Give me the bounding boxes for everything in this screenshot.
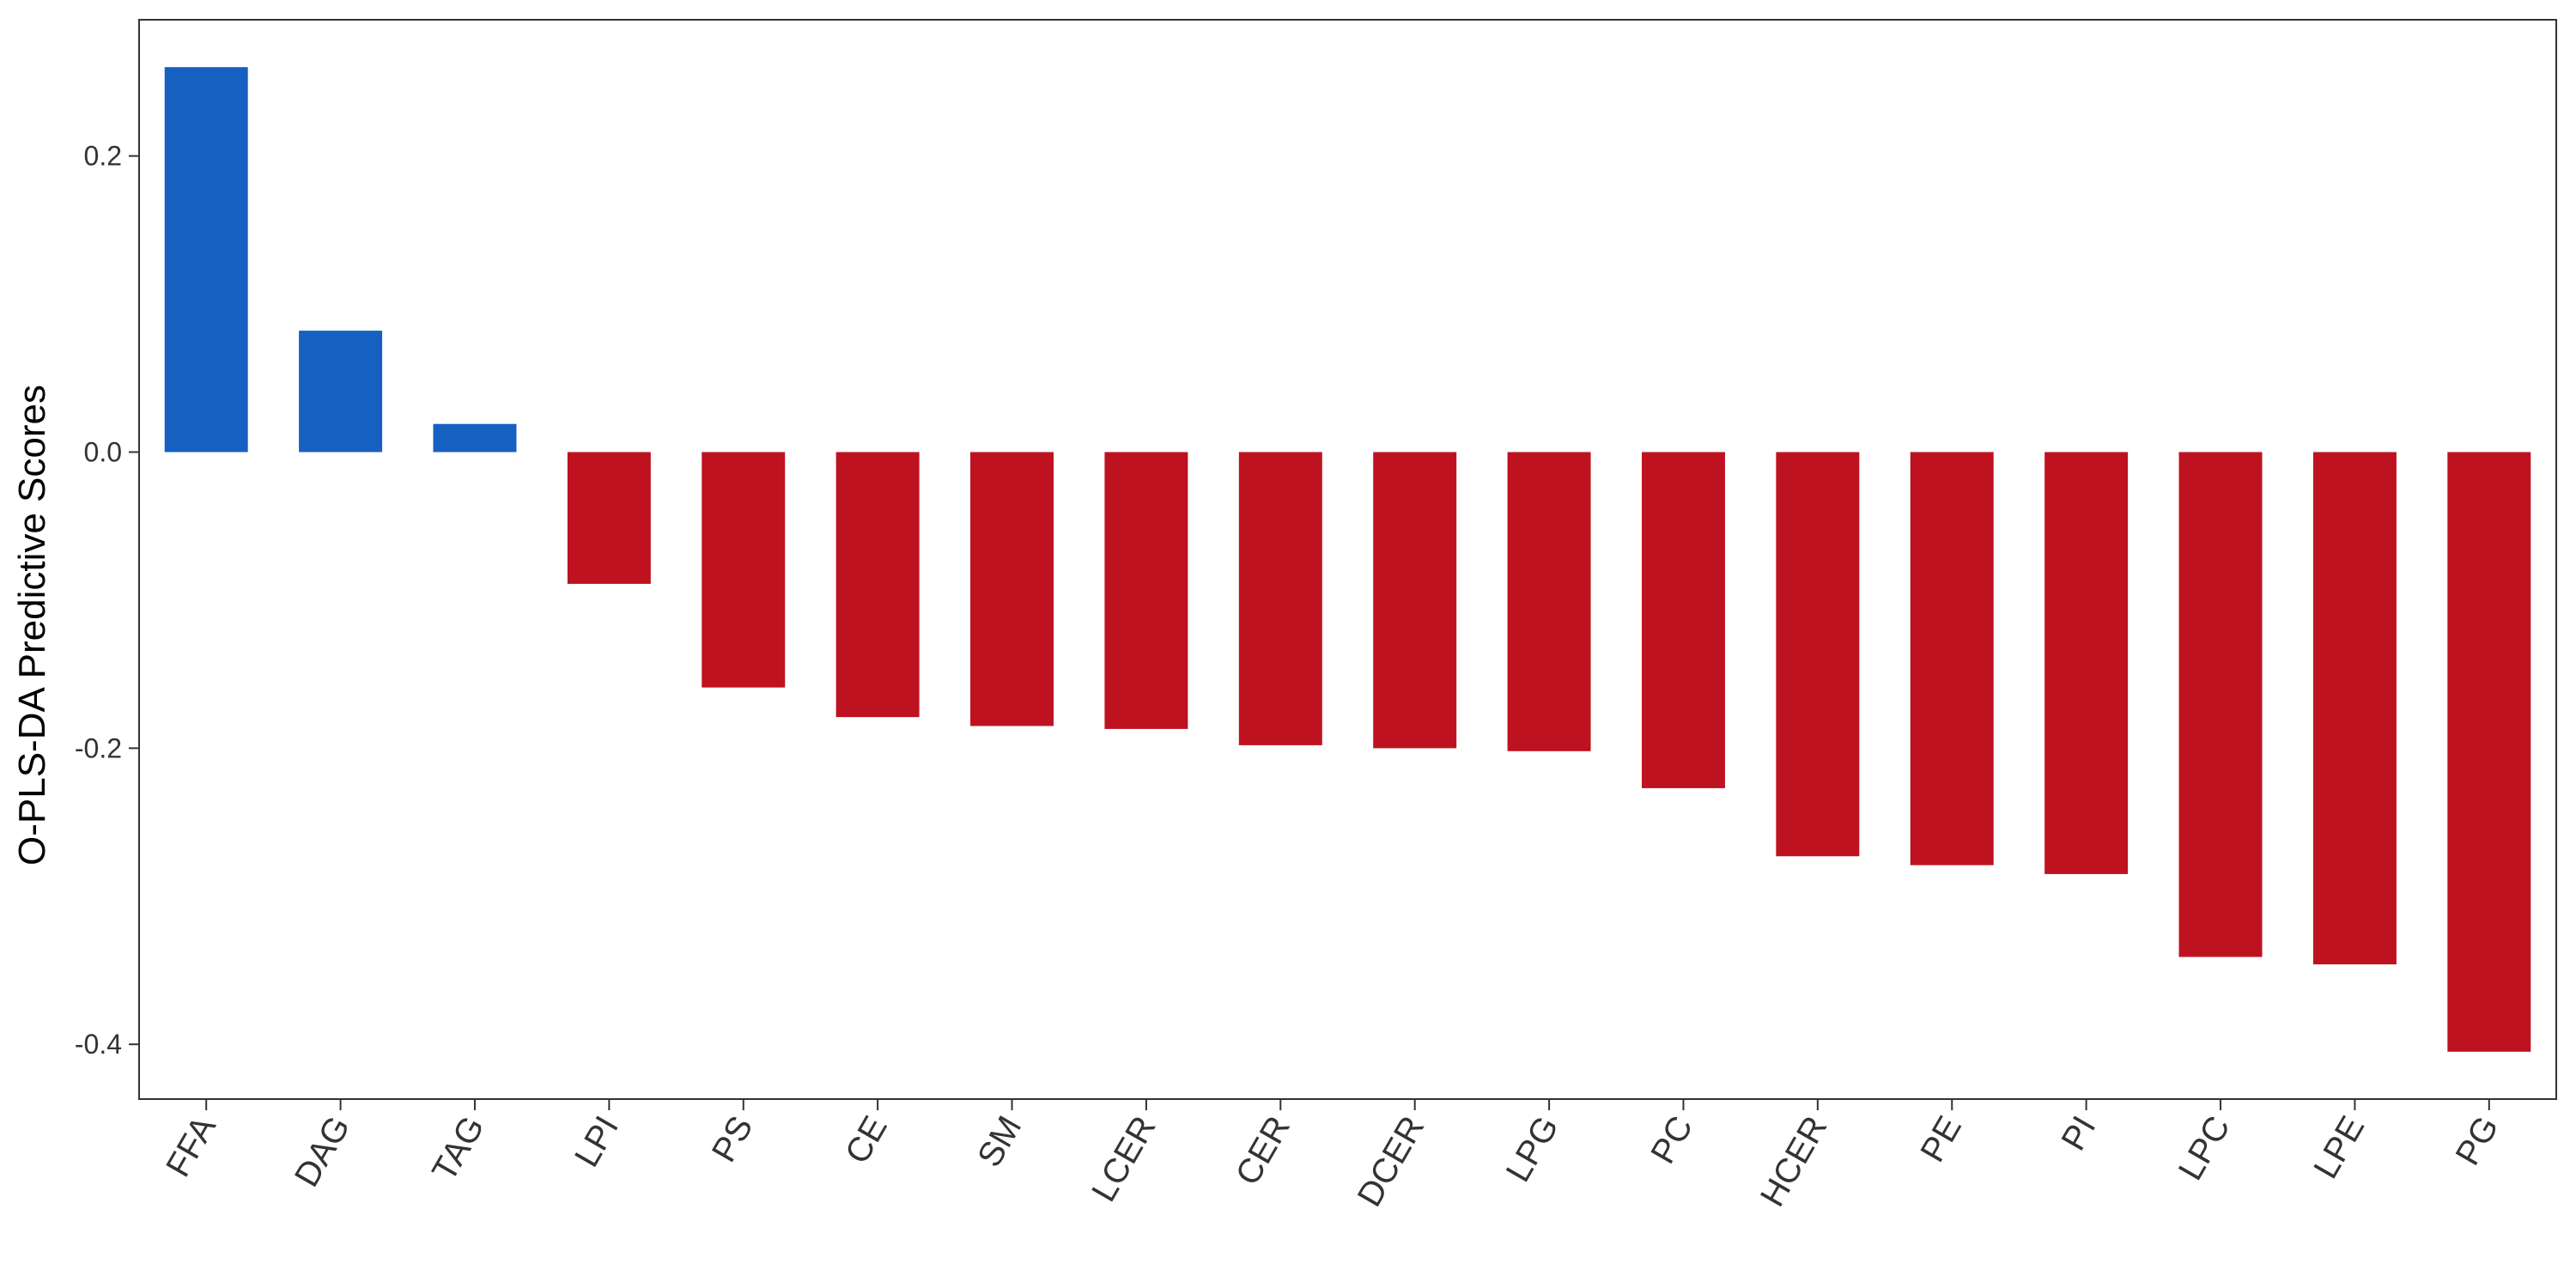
bar-pc	[1641, 452, 1725, 788]
x-tick-label: TAG	[425, 1110, 492, 1188]
bar-ce	[835, 452, 920, 718]
x-tick-label: LCER	[1084, 1110, 1163, 1208]
y-axis-title: O-PLS-DA Predictive Scores	[11, 385, 53, 866]
bar-lpe	[2312, 452, 2397, 965]
x-tick-label: PS	[705, 1110, 761, 1169]
bar-ffa	[164, 67, 248, 453]
x-tick-label: CE	[838, 1110, 895, 1170]
bar-pg	[2447, 452, 2531, 1052]
bar-sm	[970, 452, 1054, 726]
bar-lpc	[2178, 452, 2263, 957]
x-tick-label: PE	[1913, 1110, 1969, 1169]
x-tick-label: PI	[2054, 1110, 2103, 1157]
bar-hcer	[1776, 452, 1860, 857]
y-tick-label: 0.2	[84, 141, 122, 172]
x-tick-label: LPC	[2172, 1110, 2238, 1187]
bar-pi	[2044, 452, 2129, 874]
bar-dag	[299, 331, 383, 453]
plot-panel-border	[138, 19, 2557, 1100]
x-tick-label: DCER	[1351, 1110, 1432, 1213]
bar-pe	[1910, 452, 1994, 866]
x-tick-label: SM	[970, 1110, 1029, 1174]
x-tick-label: CER	[1229, 1110, 1297, 1192]
bar-tag	[433, 423, 517, 453]
y-tick-label: -0.2	[75, 732, 122, 763]
y-tick-label: 0.0	[84, 436, 122, 467]
y-tick-label: -0.4	[75, 1029, 122, 1060]
x-tick-label: LPI	[568, 1110, 626, 1174]
bar-lcer	[1104, 452, 1188, 729]
x-tick-label: LPG	[1499, 1110, 1566, 1188]
bar-lpg	[1507, 452, 1591, 751]
bar-cer	[1238, 452, 1322, 745]
bar-dcer	[1373, 452, 1457, 749]
x-tick-label: FFA	[159, 1109, 223, 1183]
x-tick-label: LPE	[2306, 1110, 2372, 1185]
x-tick-label: DAG	[288, 1110, 357, 1194]
x-tick-label: PC	[1643, 1110, 1700, 1170]
bar-ps	[702, 452, 786, 688]
x-tick-label: HCER	[1753, 1110, 1835, 1213]
plot-area: 0.2 0.0 -0.2 -0.4 FFA DAG TAG LPI PS CE SM LCER CER D…	[75, 19, 2557, 1213]
bar-lpi	[567, 452, 651, 584]
x-tick-label: PG	[2449, 1110, 2506, 1172]
